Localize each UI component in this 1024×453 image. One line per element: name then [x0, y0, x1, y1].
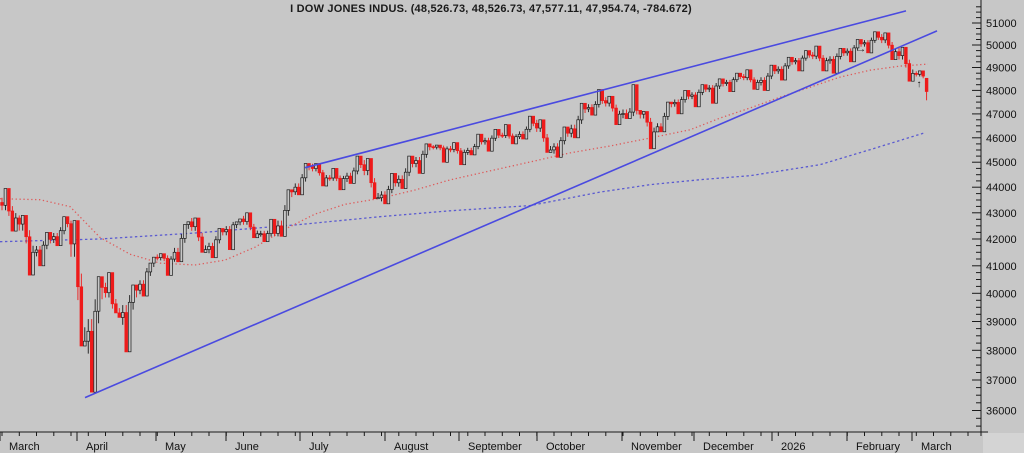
- y-tick-label: 47000: [986, 109, 1017, 121]
- month-label: August: [394, 441, 428, 453]
- y-tick-label: 38000: [986, 345, 1017, 357]
- chart-title: I DOW JONES INDUS. (48,526.73, 48,526.73…: [290, 3, 692, 15]
- trendline-lower-channel[interactable]: [84, 30, 938, 399]
- month-label: May: [165, 441, 186, 453]
- y-tick-label: 43000: [986, 208, 1017, 220]
- y-axis: 51000 50000 49000 48000 47000 46000 45000 44000…: [972, 0, 1017, 436]
- y-tick-label: 50000: [986, 40, 1017, 52]
- month-label: June: [235, 441, 259, 453]
- y-tick-label: 45000: [986, 157, 1017, 169]
- candles-layer: [0, 31, 929, 393]
- y-tick-label: 40000: [986, 288, 1017, 300]
- marker-glyph: ↑: [917, 79, 922, 90]
- y-tick-label: 51000: [986, 18, 1017, 30]
- month-label: September: [468, 441, 522, 453]
- y-tick-label: 36000: [986, 406, 1017, 418]
- y-tick-label: 46000: [986, 133, 1017, 145]
- y-tick-label: 49000: [986, 63, 1017, 75]
- month-label: July: [309, 441, 329, 453]
- y-tick-label: 44000: [986, 182, 1017, 194]
- marker-glyph: →: [856, 44, 866, 55]
- month-label: November: [631, 441, 682, 453]
- y-tick-label: 48000: [986, 85, 1017, 97]
- month-label: March: [921, 441, 952, 453]
- month-label: October: [546, 441, 585, 453]
- month-label: March: [9, 441, 40, 453]
- ma-200-line: [0, 132, 926, 243]
- month-label: April: [86, 441, 108, 453]
- y-tick-label: 41000: [986, 261, 1017, 273]
- y-tick-label: 42000: [986, 234, 1017, 246]
- axis-corner: [983, 433, 1024, 453]
- y-tick-label: 37000: [986, 375, 1017, 387]
- month-label: 2026: [781, 441, 805, 453]
- x-axis: March April May June July August September Octo…: [0, 431, 988, 453]
- month-label: February: [856, 441, 901, 453]
- month-label: December: [703, 441, 754, 453]
- y-tick-label: 39000: [986, 317, 1017, 329]
- trendline-upper-channel[interactable]: [304, 10, 907, 169]
